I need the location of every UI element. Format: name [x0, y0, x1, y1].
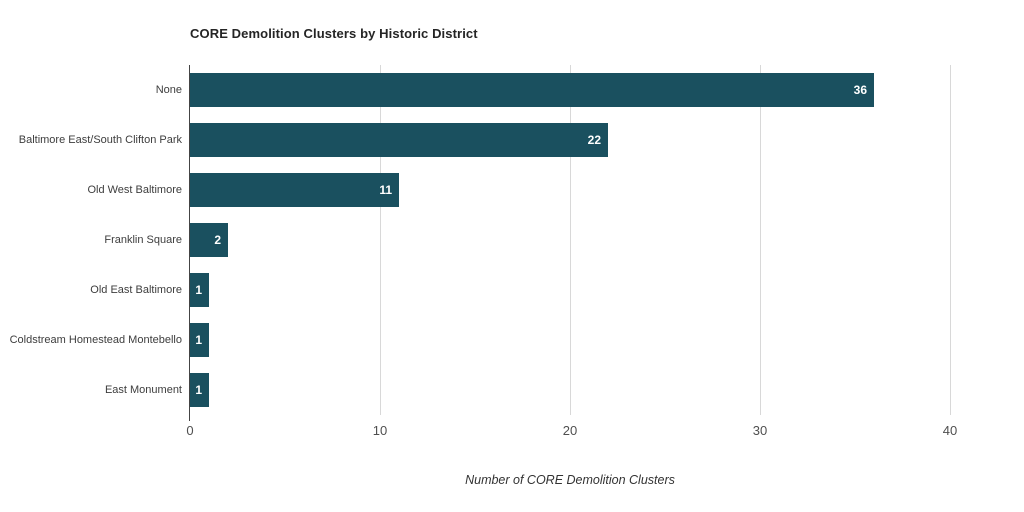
category-label: Old West Baltimore	[87, 184, 182, 196]
bar: 11	[190, 173, 399, 207]
gridline-10	[380, 65, 381, 415]
bar-value-label: 36	[853, 83, 867, 97]
gridline-30	[760, 65, 761, 415]
bar-value-label: 1	[195, 283, 202, 297]
bar-row: 22	[190, 115, 950, 165]
bar: 2	[190, 223, 228, 257]
gridline-20	[570, 65, 571, 415]
category-label: East Monument	[104, 384, 182, 396]
bar-row: 11	[190, 165, 950, 215]
bar-row: 2	[190, 215, 950, 265]
category-label: Franklin Square	[104, 234, 182, 246]
bar-value-label: 1	[195, 333, 202, 347]
bar: 1	[190, 273, 209, 307]
bar-value-label: 1	[195, 383, 202, 397]
y-axis-line	[189, 65, 190, 421]
bar-value-label: 11	[379, 183, 392, 197]
category-label: Baltimore East/South Clifton Park	[18, 134, 182, 146]
category-label: None	[155, 84, 182, 96]
bar-value-label: 2	[214, 233, 221, 247]
chart-title: CORE Demolition Clusters by Historic Dis…	[190, 26, 478, 41]
bar: 22	[190, 123, 608, 157]
x-tick-label: 20	[562, 423, 578, 438]
category-label: Coldstream Homestead Montebello	[9, 334, 182, 346]
x-tick-label: 30	[752, 423, 768, 438]
x-axis-label: Number of CORE Demolition Clusters	[465, 473, 675, 487]
bar-value-label: 22	[587, 133, 601, 147]
x-tick-label: 10	[372, 423, 388, 438]
bar: 1	[190, 373, 209, 407]
gridline-40	[950, 65, 951, 415]
bar-row: 1	[190, 365, 950, 415]
bar-row: 1	[190, 265, 950, 315]
bar-row: 36	[190, 65, 950, 115]
plot-area: 36 22 11 2 1 1 1	[189, 65, 951, 421]
x-tick-label: 40	[942, 423, 958, 438]
category-label: Old East Baltimore	[90, 284, 182, 296]
bar: 36	[190, 73, 874, 107]
bar: 1	[190, 323, 209, 357]
bar-row: 1	[190, 315, 950, 365]
x-tick-label: 0	[186, 423, 194, 438]
